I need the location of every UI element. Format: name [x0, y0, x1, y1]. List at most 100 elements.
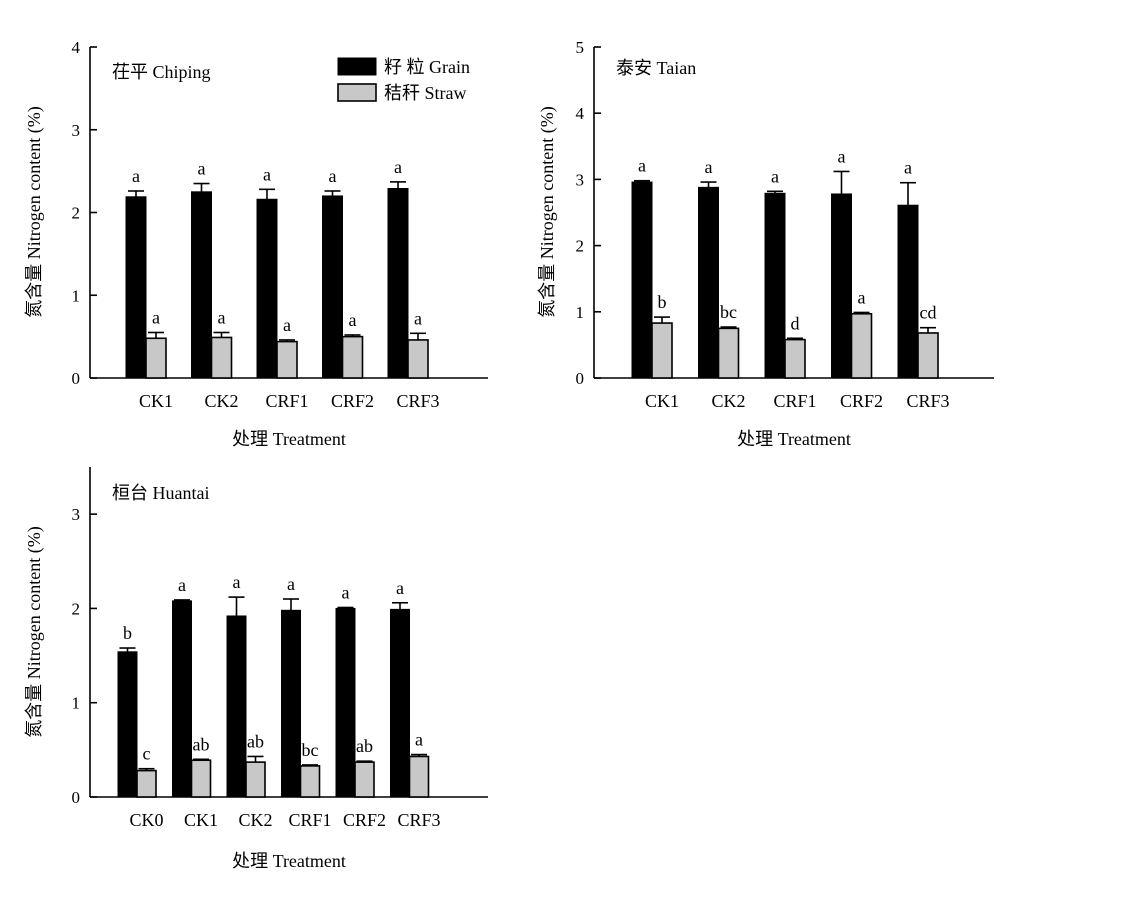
panel3-x-axis-label: 处理 Treatment — [232, 851, 346, 871]
panel1-straw-significance-letter: a — [152, 307, 160, 327]
panel1-straw-bar — [210, 336, 233, 379]
panel2-category-label: CRF1 — [773, 391, 816, 411]
panel2-grain-bar — [831, 193, 852, 379]
panel3-grain-bar — [172, 600, 192, 798]
panel2-category-label: CRF3 — [906, 391, 949, 411]
panel3-grain-bar — [226, 615, 247, 798]
panel2-straw-bar — [784, 338, 806, 379]
panel1-straw-significance-letter: a — [349, 310, 357, 330]
panel1-y-tick-label: 1 — [72, 286, 81, 305]
panel3-grain-bar — [117, 651, 138, 798]
panel2-category-label: CRF2 — [840, 391, 883, 411]
panel1-grain-bar — [322, 195, 343, 379]
panel1-category-label: CRF1 — [265, 391, 308, 411]
panel2-y-tick-label: 0 — [576, 369, 585, 388]
panel1-category-label: CRF2 — [331, 391, 374, 411]
legend-grain-label: 籽 粒 Grain — [384, 57, 470, 77]
panel2-y-tick-label: 5 — [576, 38, 585, 57]
panel3-category-label: CK2 — [238, 810, 272, 830]
panel1-straw-significance-letter: a — [218, 307, 226, 327]
panel3-straw-bar — [354, 761, 375, 798]
panel1-y-tick-label: 3 — [72, 121, 81, 140]
panel2-panel-label: 泰安 Taian — [616, 58, 696, 78]
panel3-grain-significance-letter: a — [287, 574, 295, 594]
panel3-grain-bar — [281, 609, 301, 798]
panel2-x-axis-label: 处理 Treatment — [737, 429, 851, 449]
panel2-straw-significance-letter: cd — [920, 303, 937, 323]
panel3-category-label: CK1 — [184, 810, 218, 830]
panel1-grain-significance-letter: a — [394, 157, 402, 177]
panel3-category-label: CRF3 — [397, 810, 440, 830]
panel3-grain-significance-letter: a — [396, 578, 404, 598]
panel1-grain-significance-letter: a — [132, 166, 140, 186]
panel1-panel-label: 茌平 Chiping — [112, 62, 211, 82]
panel3-category-label: CK0 — [129, 810, 163, 830]
panel2-grain-significance-letter: a — [771, 166, 779, 186]
panel2-straw-significance-letter: b — [658, 292, 667, 312]
panel3-panel-label: 桓台 Huantai — [112, 483, 209, 503]
panel1-grain-bar — [256, 198, 278, 379]
panel2-straw-significance-letter: bc — [720, 302, 737, 322]
panel1-grain-significance-letter: a — [263, 164, 271, 184]
panel1-straw-significance-letter: a — [414, 308, 422, 328]
legend-straw-label: 秸秆 Straw — [384, 83, 467, 103]
panel1-straw-bar — [341, 335, 364, 379]
panel2-y-tick-label: 4 — [576, 104, 585, 123]
panel1-grain-significance-letter: a — [329, 166, 337, 186]
panel1-straw-bar — [145, 337, 167, 379]
panel1-y-tick-label: 4 — [72, 38, 81, 57]
panel2-straw-bar — [850, 312, 873, 379]
panel1-y-tick-label: 2 — [72, 204, 81, 223]
panel2-category-label: CK2 — [711, 391, 745, 411]
panel2-category-label: CK1 — [645, 391, 679, 411]
panel3-straw-significance-letter: ab — [356, 736, 373, 756]
panel3-y-tick-label: 3 — [72, 505, 81, 524]
panel3-straw-bar — [299, 765, 321, 798]
panel3-category-label: CRF1 — [288, 810, 331, 830]
panel3-grain-significance-letter: b — [123, 623, 132, 643]
panel1-grain-bar — [125, 196, 147, 379]
panel3-grain-significance-letter: a — [233, 572, 241, 592]
panel2-straw-bar — [651, 322, 673, 379]
panel3-straw-significance-letter: ab — [193, 734, 210, 754]
panel3-straw-significance-letter: c — [143, 744, 151, 764]
panel3-straw-bar — [136, 769, 157, 798]
panel3-y-tick-label: 1 — [72, 694, 81, 713]
panel2-straw-significance-letter: a — [858, 287, 866, 307]
panel1-y-axis-label: 氮含量 Nitrogen content (%) — [24, 106, 45, 317]
panel2-y-axis-label: 氮含量 Nitrogen content (%) — [537, 106, 558, 317]
panel3-straw-significance-letter: ab — [247, 731, 264, 751]
panel2-y-tick-label: 1 — [576, 303, 585, 322]
panel1-grain-bar — [387, 188, 409, 379]
panel1-y-tick-label: 0 — [72, 369, 81, 388]
panel2-straw-bar — [917, 332, 939, 379]
panel3-y-tick-label: 0 — [72, 788, 81, 807]
panel2-grain-bar — [698, 186, 719, 379]
panel2-y-tick-label: 3 — [576, 170, 585, 189]
legend-straw-swatch — [337, 83, 377, 102]
panel3-category-label: CRF2 — [343, 810, 386, 830]
panel3-straw-bar — [408, 755, 430, 798]
panel2-y-tick-label: 2 — [576, 237, 585, 256]
panel2-grain-bar — [897, 204, 919, 379]
panel3-y-axis-label: 氮含量 Nitrogen content (%) — [24, 526, 45, 737]
panel1-straw-bar — [276, 340, 298, 379]
panel1-category-label: CK2 — [204, 391, 238, 411]
panel3-grain-bar — [335, 607, 356, 798]
panel2-grain-significance-letter: a — [904, 158, 912, 178]
panel2-grain-bar — [631, 181, 653, 379]
panel3-straw-significance-letter: bc — [302, 740, 319, 760]
panel2-grain-significance-letter: a — [838, 146, 846, 166]
panel3-grain-significance-letter: a — [342, 582, 350, 602]
panel1-category-label: CK1 — [139, 391, 173, 411]
panel3-grain-bar — [390, 608, 410, 798]
panel2-grain-significance-letter: a — [638, 156, 646, 176]
panel3-y-tick-label: 2 — [72, 599, 81, 618]
panel1-category-label: CRF3 — [396, 391, 439, 411]
panel2-straw-significance-letter: d — [791, 313, 800, 333]
panel2-grain-bar — [764, 192, 786, 379]
panel3-grain-significance-letter: a — [178, 575, 186, 595]
panel1-x-axis-label: 处理 Treatment — [232, 429, 346, 449]
panel1-grain-bar — [191, 191, 212, 379]
